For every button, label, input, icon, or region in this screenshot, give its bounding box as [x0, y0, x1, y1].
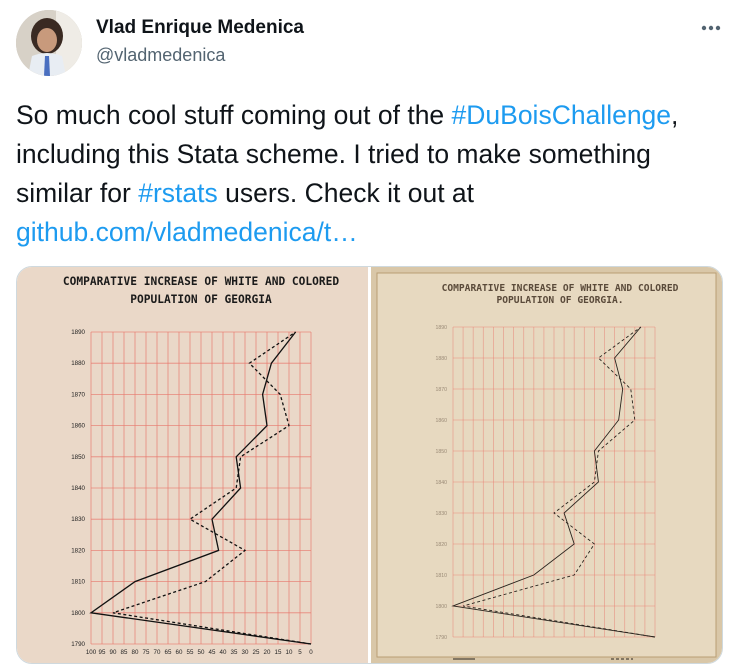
y-tick-label: 1850 [71, 454, 85, 461]
y-tick-label: 1830 [71, 516, 85, 523]
chart-title-line: COMPARATIVE INCREASE OF WHITE AND COLORE… [63, 275, 339, 288]
y-tick-label: 1870 [71, 391, 85, 398]
tweet-text: So much cool stuff coming out of the #Du… [16, 96, 728, 252]
author-handle[interactable]: @vladmedenica [96, 45, 226, 65]
x-tick-label: 65 [165, 649, 172, 656]
x-tick-label: 45 [209, 649, 216, 656]
y-tick-label: 1790 [435, 635, 447, 641]
chart-title-line: POPULATION OF GEORGIA [130, 293, 272, 306]
x-tick-label: 40 [220, 649, 227, 656]
more-horizontal-icon [701, 25, 721, 31]
url-link[interactable]: github.com/vladmedenica/t… [16, 217, 358, 247]
y-tick-label: 1800 [435, 604, 447, 610]
x-tick-label: 80 [132, 649, 139, 656]
series-line-solid [89, 331, 312, 645]
y-tick-label: 1890 [71, 329, 85, 336]
tweet-text-part: users. Check it out at [217, 178, 475, 208]
x-tick-label: 60 [176, 649, 183, 656]
tweet-text-part: , including this Stata scheme. I tried t… [16, 100, 679, 208]
x-tick-label: 25 [253, 649, 260, 656]
avatar[interactable] [16, 10, 82, 76]
series-line-dashed [112, 331, 312, 645]
hashtag-link[interactable]: #rstats [138, 178, 218, 208]
y-tick-label: 1840 [71, 485, 85, 492]
x-tick-label: 0 [309, 649, 313, 656]
chart-right: COMPARATIVE INCREASE OF WHITE AND COLORE… [376, 272, 717, 660]
tweet-text-part: So much cool stuff coming out of the [16, 100, 452, 130]
x-tick-label: 35 [231, 649, 238, 656]
y-tick-label: 1880 [71, 360, 85, 367]
y-tick-label: 1860 [435, 418, 447, 424]
y-tick-label: 1820 [71, 547, 85, 554]
series-line-dashed [462, 326, 656, 638]
author-block: Vlad Enrique Medenica @vladmedenica [96, 16, 304, 67]
x-tick-label: 85 [121, 649, 128, 656]
media-image-right[interactable]: COMPARATIVE INCREASE OF WHITE AND COLORE… [371, 267, 722, 663]
chart-left: COMPARATIVE INCREASE OF WHITE AND COLORE… [63, 275, 339, 656]
y-tick-label: 1800 [71, 610, 85, 617]
x-tick-label: 10 [286, 649, 293, 656]
x-tick-label: 30 [242, 649, 249, 656]
x-tick-label: 70 [154, 649, 161, 656]
avatar-photo [16, 10, 82, 76]
x-tick-label: 15 [275, 649, 282, 656]
x-tick-label: 50 [198, 649, 205, 656]
y-tick-label: 1840 [435, 480, 447, 486]
chart-title-line: POPULATION OF GEORGIA. [496, 295, 623, 306]
y-tick-label: 1850 [435, 449, 447, 455]
author-name[interactable]: Vlad Enrique Medenica [96, 17, 304, 38]
y-tick-label: 1870 [435, 387, 447, 393]
x-tick-label: 55 [187, 649, 194, 656]
y-tick-label: 1880 [435, 356, 447, 362]
y-tick-label: 1830 [435, 511, 447, 517]
x-tick-label: 90 [110, 649, 117, 656]
y-tick-label: 1890 [435, 325, 447, 331]
x-tick-label: 20 [264, 649, 271, 656]
chart-title-line: COMPARATIVE INCREASE OF WHITE AND COLORE… [442, 283, 679, 294]
y-tick-label: 1860 [71, 423, 85, 430]
paper-sheet [376, 272, 717, 658]
media-grid: COMPARATIVE INCREASE OF WHITE AND COLORE… [16, 266, 723, 664]
more-options-button[interactable] [696, 16, 726, 40]
media-image-left[interactable]: COMPARATIVE INCREASE OF WHITE AND COLORE… [17, 267, 368, 663]
x-tick-label: 95 [99, 649, 106, 656]
x-tick-label: 100 [86, 649, 97, 656]
x-tick-label: 75 [143, 649, 150, 656]
y-tick-label: 1790 [71, 641, 85, 648]
hashtag-link[interactable]: #DuBoisChallenge [451, 100, 672, 130]
x-tick-label: 5 [298, 649, 302, 656]
y-tick-label: 1810 [71, 579, 85, 586]
y-tick-label: 1820 [435, 542, 447, 548]
y-tick-label: 1810 [435, 573, 447, 579]
